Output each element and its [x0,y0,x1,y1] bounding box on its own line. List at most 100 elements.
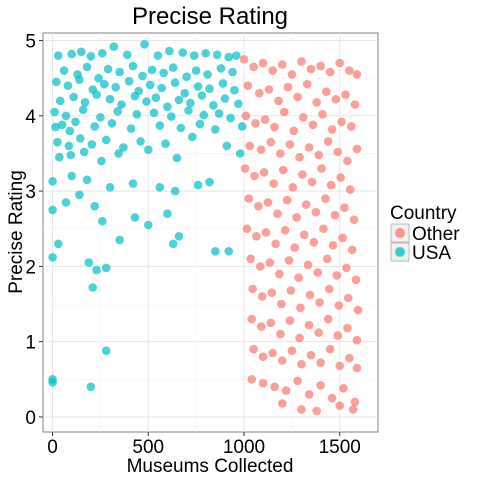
data-point [115,67,124,77]
data-point [333,147,343,157]
data-point [128,61,138,71]
data-point [255,262,265,271]
data-point [101,135,111,145]
data-point [343,323,352,333]
x-tick-label: 0 [47,437,58,458]
data-point [75,190,84,200]
data-point [193,82,203,91]
data-point [302,79,312,89]
data-point [186,98,195,108]
legend-dot-other [395,228,405,238]
data-point [287,70,297,79]
data-point [126,124,136,133]
data-point [309,238,319,247]
data-point [220,94,230,103]
data-point [299,113,308,122]
data-point [67,49,76,59]
data-point [228,67,237,77]
data-point [92,265,101,275]
usa-series [48,40,247,392]
data-point [340,203,349,212]
data-point [48,205,57,215]
data-point [144,220,153,230]
data-point [153,51,163,60]
data-point [174,232,184,241]
data-point [90,122,99,131]
data-point [209,101,218,110]
data-point [327,125,337,134]
data-point [159,68,168,78]
x-axis-title: Museums Collected [127,456,294,477]
data-point [199,110,209,120]
data-point [211,247,220,256]
data-point [278,356,287,365]
data-point [151,93,161,102]
data-point [241,111,251,121]
data-point [297,57,306,66]
data-point [316,358,325,368]
data-point [342,263,351,273]
data-point [78,105,88,115]
y-tick-label: 5 [25,32,36,53]
data-point [55,96,65,106]
data-point [230,85,239,95]
data-point [245,141,254,151]
data-point [242,224,252,233]
legend-dot-usa [395,247,405,257]
data-point [111,82,120,92]
data-point [279,107,289,117]
data-point [307,177,317,187]
data-point [239,55,249,64]
data-point [276,149,285,158]
data-point [256,322,266,331]
data-point [277,299,286,309]
data-point [61,198,71,207]
x-tick-label: 500 [132,437,164,458]
data-point [274,96,283,106]
data-point [80,98,90,107]
data-point [264,85,274,94]
data-point [142,97,151,106]
data-point [286,286,296,295]
data-point [333,331,343,340]
data-point [107,119,117,128]
data-point [335,58,345,68]
data-point [61,111,71,121]
data-point [82,175,92,185]
data-point [130,213,140,222]
data-point [275,269,284,279]
data-point [240,164,250,173]
data-point [336,173,346,182]
data-point [306,350,316,360]
data-point [64,141,74,151]
data-point [63,81,73,90]
data-point [97,156,106,166]
data-point [301,200,311,209]
data-point [337,117,346,127]
data-point [249,344,258,354]
data-point [348,405,358,414]
data-point [128,179,138,188]
data-point [234,99,243,109]
data-point [82,62,92,72]
chart-title: Precise Rating [132,3,288,30]
data-point [343,156,352,166]
data-point [273,209,282,218]
data-point [322,87,331,96]
data-point [155,183,165,192]
data-point [260,115,270,124]
data-point [316,381,325,390]
data-point [211,125,220,134]
grid-lines [43,33,378,432]
y-tick-label: 0 [25,408,36,429]
x-tick-label: 1000 [223,437,265,458]
data-point [48,252,57,262]
data-point [250,171,259,181]
data-point [69,92,78,102]
data-point [287,346,297,356]
data-point [298,170,307,179]
data-point [294,273,303,283]
data-point [50,107,59,117]
data-point [248,284,257,294]
data-point [324,284,334,294]
